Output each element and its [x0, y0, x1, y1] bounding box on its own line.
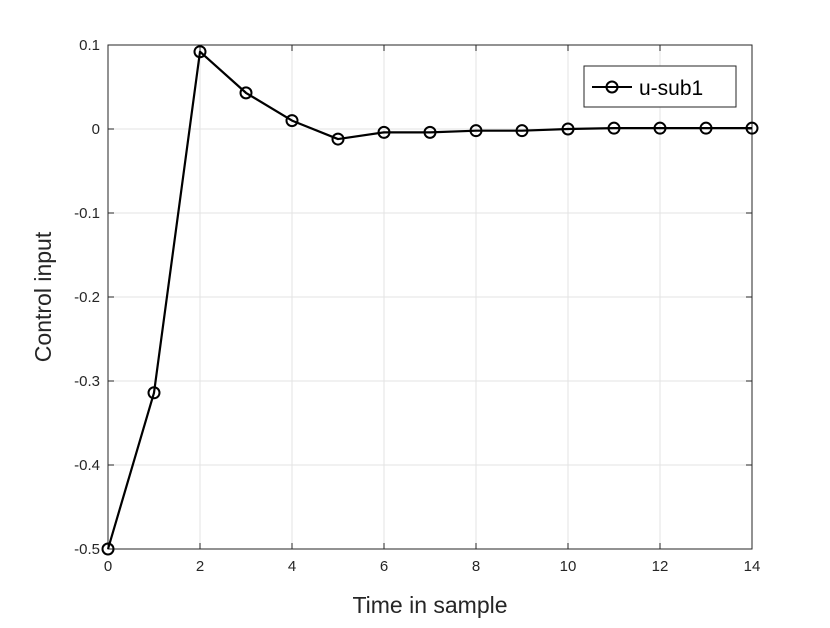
data-point: [653, 121, 667, 135]
x-axis-label: Time in sample: [352, 592, 507, 618]
x-tick-label: 12: [652, 558, 669, 575]
data-point: [699, 121, 713, 135]
y-tick-label: -0.1: [74, 205, 100, 222]
y-tick-label: -0.2: [74, 289, 100, 306]
y-tick-label: -0.5: [74, 541, 100, 558]
axes: [107, 44, 753, 550]
x-tick-label: 6: [380, 558, 388, 575]
data-point: [101, 542, 115, 556]
data-point: [377, 125, 391, 139]
data-point: [423, 125, 437, 139]
legend-entry-u-sub1: u-sub1: [639, 77, 703, 100]
series-layer: [101, 45, 759, 556]
y-axis-label: Control input: [30, 231, 56, 362]
x-tick-label: 0: [104, 558, 112, 575]
legend-marker-circle: [605, 80, 619, 94]
data-point: [745, 121, 759, 135]
data-point: [147, 386, 161, 400]
x-tick-label: 8: [472, 558, 480, 575]
y-tick-label: -0.4: [74, 457, 100, 474]
data-point: [331, 132, 345, 146]
y-tick-label: 0.1: [79, 37, 100, 54]
x-tick-label: 2: [196, 558, 204, 575]
x-tick-label: 10: [560, 558, 577, 575]
data-point: [607, 121, 621, 135]
data-point: [239, 86, 253, 100]
x-tick-label: 4: [288, 558, 296, 575]
legend: u-sub1: [583, 65, 737, 108]
y-tick-label: -0.3: [74, 373, 100, 390]
data-point: [469, 124, 483, 138]
y-tick-label: 0: [92, 121, 100, 138]
data-point: [515, 124, 529, 138]
tick-labels: 0 2 4 6 8 10 12 14 -0.5 -0.4 -0.3 -0.2 -0.1 0 0.1: [74, 37, 760, 575]
data-point: [285, 114, 299, 128]
data-point: [193, 45, 207, 59]
x-tick-label: 14: [744, 558, 761, 575]
data-point: [561, 122, 575, 136]
series-line-u-sub1: [106, 50, 752, 550]
